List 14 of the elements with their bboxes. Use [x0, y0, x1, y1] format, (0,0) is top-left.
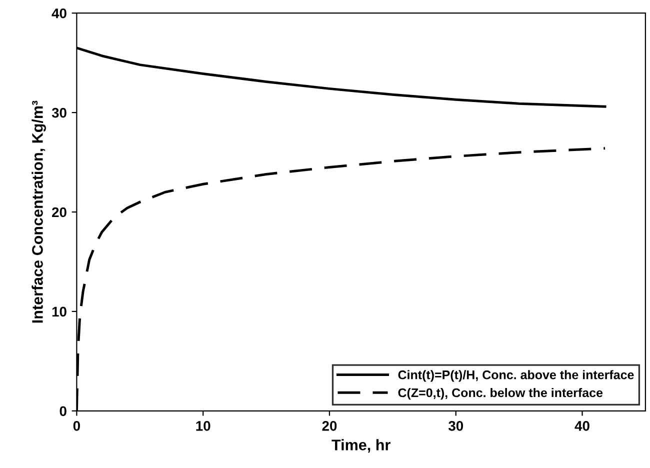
y-axis-title: Interface Concentration, Kg/m³	[32, 100, 46, 323]
y-tick-label: 20	[52, 207, 66, 218]
legend-label: C(Z=0,t), Conc. below the interface	[398, 388, 603, 400]
x-tick-label: 30	[448, 420, 464, 431]
x-tick-label: 40	[574, 420, 590, 431]
y-tick-label: 10	[52, 306, 66, 317]
x-tick-label: 0	[73, 420, 80, 431]
y-tick-label: 0	[60, 406, 66, 416]
x-tick-label: 20	[322, 420, 337, 431]
y-tick-label: 40	[52, 8, 66, 18]
y-tick-label: 30	[52, 108, 66, 118]
legend-label: Cint(t)=P(t)/H, Conc. above the interface	[398, 370, 634, 382]
x-axis-title: Time, hr	[332, 439, 390, 453]
x-tick-label: 10	[196, 420, 210, 431]
